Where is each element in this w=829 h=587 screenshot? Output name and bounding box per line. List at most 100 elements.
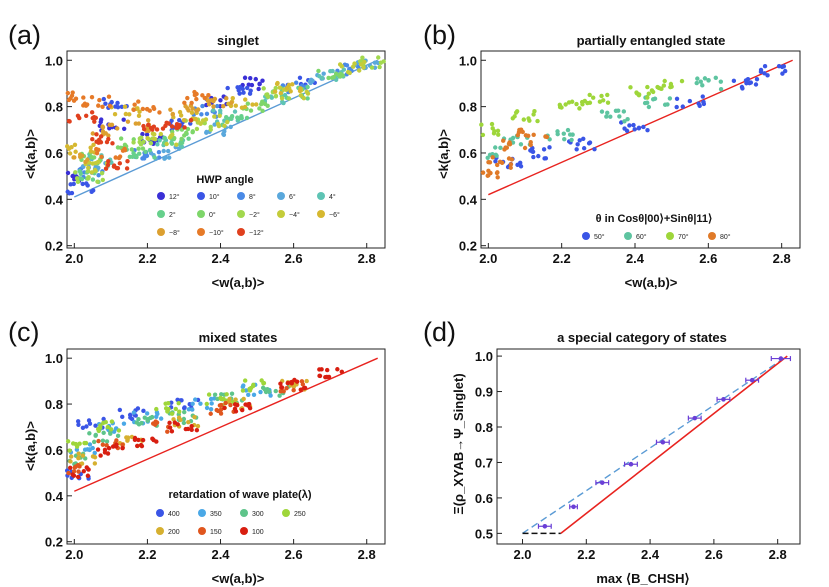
scatter-point <box>279 96 285 101</box>
scatter-point <box>486 159 491 165</box>
scatter-point <box>377 64 382 70</box>
scatter-point <box>94 150 100 156</box>
scatter-point <box>495 162 500 168</box>
x-tick-label: 2.6 <box>699 251 717 266</box>
scatter-point <box>107 122 112 128</box>
scatter-point <box>555 131 560 137</box>
scatter-point <box>117 161 123 166</box>
scatter-point <box>299 379 305 384</box>
scatter-point <box>352 61 357 66</box>
scatter-point <box>99 154 104 159</box>
scatter-point <box>125 159 130 164</box>
legend-label: −4° <box>289 211 300 219</box>
scatter-point <box>153 419 158 424</box>
scatter-point <box>605 92 610 98</box>
scatter-point <box>103 101 108 106</box>
scatter-point <box>81 469 86 474</box>
scatter-point <box>67 448 72 453</box>
scatter-point <box>581 136 586 142</box>
scatter-point <box>260 108 265 114</box>
scatter-point <box>243 388 249 393</box>
scatter-point <box>587 100 593 105</box>
scatter-point <box>86 165 91 170</box>
scatter-point <box>780 71 785 76</box>
scatter-point <box>479 122 484 127</box>
plot-frame <box>496 348 801 545</box>
scatter-point <box>526 116 531 121</box>
y-tick-label: 0.6 <box>459 146 477 161</box>
scatter-point <box>259 102 264 107</box>
scatter-point <box>189 100 194 106</box>
y-tick-label: 0.6 <box>475 491 493 506</box>
legend-swatch <box>198 509 206 517</box>
scatter-point <box>76 455 81 461</box>
scatter-point <box>669 84 674 89</box>
scatter-point <box>236 88 241 93</box>
scatter-point <box>233 103 238 108</box>
scatter-point <box>199 112 204 117</box>
scatter-point <box>194 108 199 113</box>
legend-swatch <box>157 210 165 218</box>
scatter-point <box>543 134 548 139</box>
scatter-point <box>228 124 233 130</box>
scatter-point <box>77 441 82 446</box>
scatter-point <box>532 109 537 114</box>
scatter-point <box>134 420 140 425</box>
scatter-point <box>78 171 83 176</box>
scatter-point <box>547 145 552 150</box>
scatter-point <box>90 131 95 136</box>
scatter-point <box>118 136 124 141</box>
scatter-point <box>680 104 685 109</box>
scatter-point <box>185 126 191 132</box>
scatter-point <box>148 125 154 131</box>
y-tick-label: 0.6 <box>45 443 63 458</box>
plot-frame <box>66 348 386 545</box>
scatter-point <box>101 96 106 102</box>
scatter-point <box>68 465 73 470</box>
scatter-point <box>253 76 258 82</box>
scatter-point <box>222 123 227 128</box>
scatter-point <box>700 94 705 99</box>
scatter-point <box>131 107 136 113</box>
scatter-point <box>106 94 112 99</box>
scatter-point <box>265 94 271 99</box>
scatter-point <box>178 417 183 423</box>
scatter-point <box>241 90 246 95</box>
scatter-point <box>96 137 102 142</box>
scatter-point <box>65 439 71 444</box>
scatter-point <box>218 407 224 412</box>
scatter-point <box>292 377 297 383</box>
scatter-point <box>94 132 99 137</box>
scatter-point <box>369 65 375 70</box>
scatter-point <box>221 131 226 137</box>
scatter-point <box>248 75 253 81</box>
scatter-point <box>215 103 220 109</box>
scatter-point <box>95 447 101 452</box>
panel-d-letter: (d) <box>423 317 456 347</box>
scatter-point <box>278 381 283 386</box>
scatter-point <box>269 95 274 100</box>
scatter-point <box>223 400 228 406</box>
x-tick-label: 2.8 <box>773 251 791 266</box>
legend-swatch <box>282 509 290 517</box>
scatter-point <box>185 426 191 432</box>
scatter-point <box>198 401 203 406</box>
scatter-point <box>91 439 97 445</box>
scatter-point <box>762 71 767 76</box>
scatter-point <box>601 98 606 103</box>
scatter-point <box>233 397 238 402</box>
y-tick-label: 1.0 <box>475 349 493 364</box>
scatter-point <box>141 408 146 414</box>
scatter-point <box>358 62 364 67</box>
legend-swatch <box>666 232 674 240</box>
legend-label: 0° <box>209 211 216 219</box>
scatter-point <box>172 135 177 141</box>
scatter-point <box>92 167 98 173</box>
scatter-point <box>341 67 347 72</box>
scatter-point <box>240 388 246 393</box>
scatter-point <box>93 423 98 428</box>
scatter-point <box>70 472 75 477</box>
scatter-point <box>501 138 506 143</box>
legend-swatch <box>198 527 206 535</box>
scatter-point <box>67 151 73 156</box>
